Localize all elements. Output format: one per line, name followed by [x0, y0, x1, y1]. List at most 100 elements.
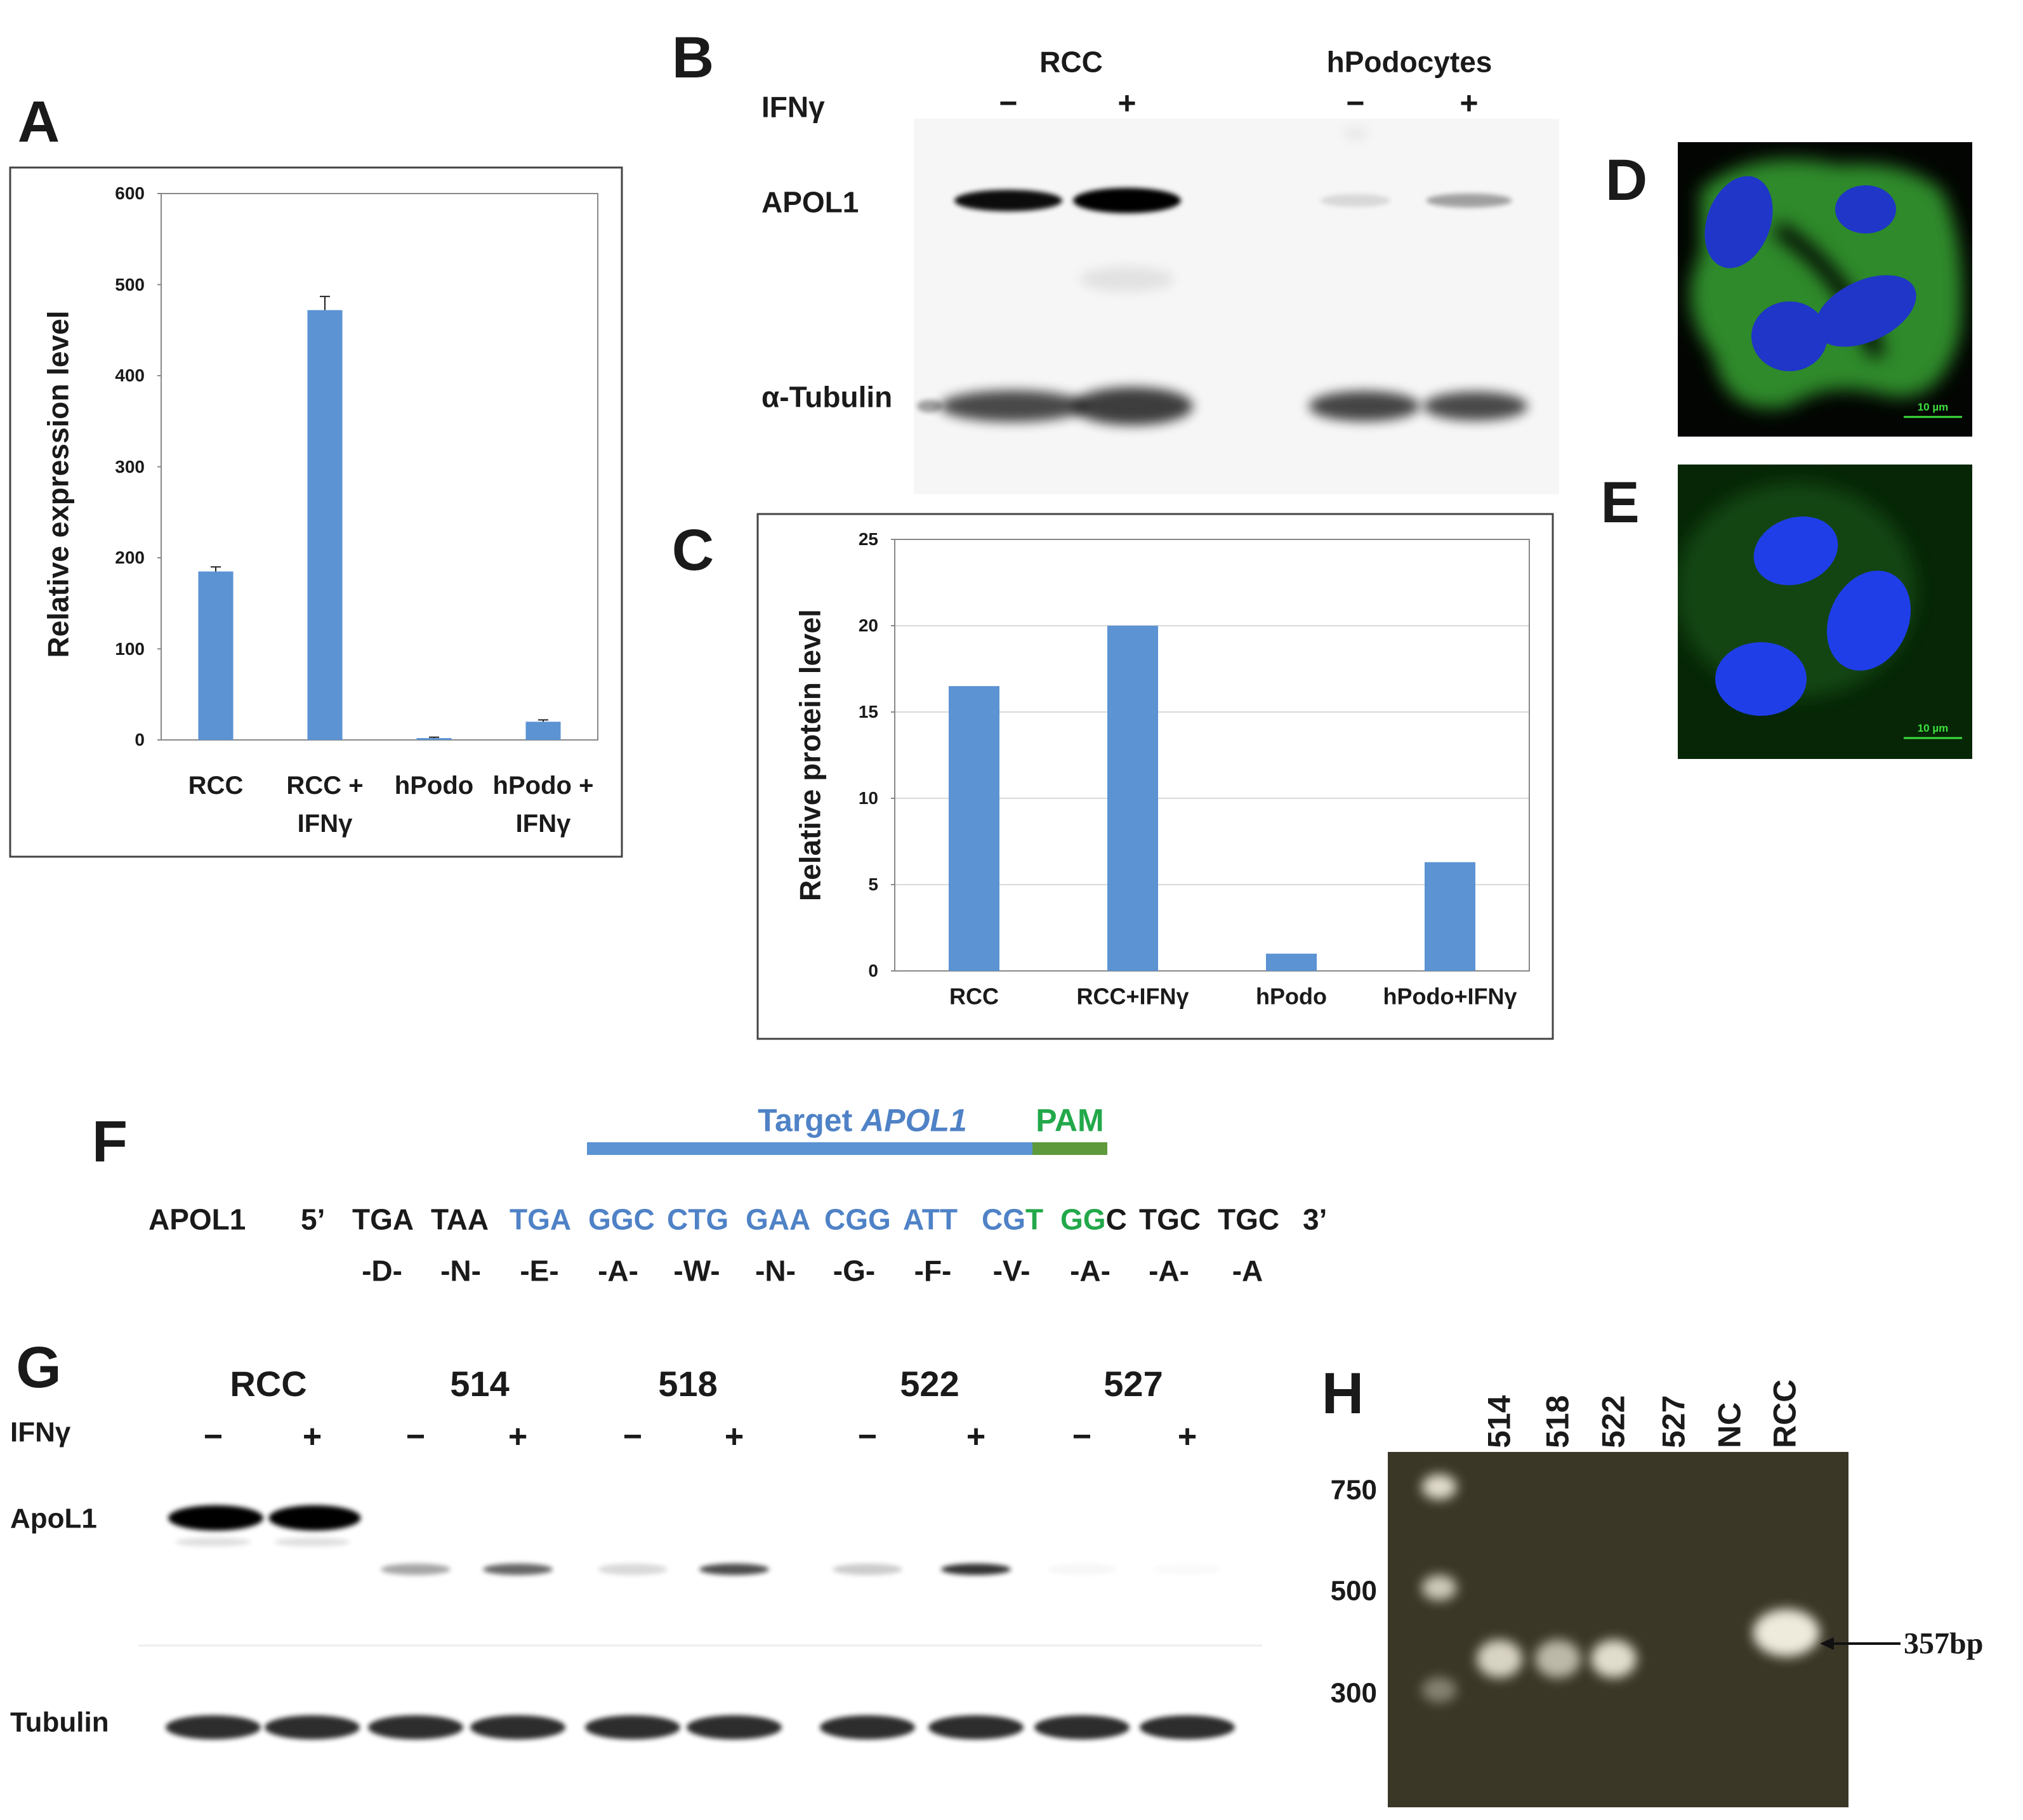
y-tick-label: 10: [858, 788, 878, 808]
error-bar: [211, 566, 221, 572]
band: [1321, 194, 1390, 207]
codon: GGC: [1060, 1203, 1127, 1237]
band: [1152, 1564, 1222, 1575]
band: [940, 390, 1086, 422]
y-tick-label: 600: [115, 183, 145, 203]
y-axis-title: Relative protein level: [793, 609, 827, 902]
codon-part: CTG: [667, 1203, 729, 1236]
amino-acid: -D-: [362, 1254, 402, 1288]
lane-label: 518: [658, 1363, 718, 1404]
codon: TAA: [431, 1203, 489, 1237]
amino-acid: -N-: [755, 1254, 796, 1288]
band: [1072, 387, 1193, 425]
lane-sign: −: [1346, 85, 1365, 121]
amino-acid: -G-: [833, 1254, 876, 1288]
lane-sign: +: [1460, 85, 1479, 121]
y-tick-label: 25: [858, 529, 878, 549]
codon: GAA: [746, 1203, 810, 1237]
amino-acid: -F-: [914, 1254, 952, 1288]
codon: GGC: [588, 1203, 655, 1237]
y-tick-label: 0: [135, 729, 145, 749]
band: [1073, 188, 1181, 213]
group-label: hPodocytes: [1326, 45, 1493, 79]
treatment-label: IFNγ: [761, 90, 825, 124]
codon-part: T: [1025, 1203, 1044, 1236]
band: [470, 1715, 565, 1739]
band: [166, 1715, 261, 1739]
error-bar: [538, 719, 548, 722]
band: [1421, 1575, 1457, 1600]
x-tick-label: RCC + IFNγ: [286, 772, 364, 838]
x-tick-label: hPodo + IFNγ: [492, 772, 594, 838]
codon-part: ATT: [903, 1203, 958, 1236]
x-tick-label: hPodo: [1256, 983, 1327, 1010]
panel-label: H: [1321, 1361, 1364, 1427]
panel-label: G: [16, 1335, 62, 1401]
band: [381, 1564, 451, 1575]
band: [687, 1715, 782, 1739]
lane-sign: +: [302, 1418, 322, 1456]
codon-part: CG: [982, 1203, 1025, 1236]
codon: CGT: [982, 1203, 1043, 1237]
y-tick-label: 5: [868, 874, 878, 894]
panel-label: C: [671, 518, 715, 583]
treatment-label: IFNγ: [10, 1416, 71, 1448]
lane-sign: −: [405, 1418, 426, 1456]
panel-label: A: [17, 89, 60, 155]
panel-label: B: [671, 25, 715, 91]
codon: TGC: [1139, 1203, 1201, 1237]
band: [1421, 1677, 1457, 1703]
band: [941, 1564, 1011, 1575]
x-tick-label: RCC: [949, 983, 999, 1010]
bar: [1425, 862, 1475, 971]
target-label: Target APOL1: [758, 1102, 967, 1139]
lane-sign: −: [999, 85, 1018, 121]
band: [1047, 1564, 1117, 1575]
codon-part: GGC: [588, 1203, 655, 1236]
y-tick-label: 300: [115, 456, 145, 477]
lane-sign: −: [623, 1418, 643, 1456]
x-tick-label: RCC: [188, 772, 244, 800]
band: [1421, 1474, 1457, 1500]
y-tick-label: 15: [858, 701, 878, 722]
lane-sign: +: [966, 1418, 986, 1456]
codon-part: CGG: [824, 1203, 891, 1236]
codon-part: GG: [1060, 1203, 1106, 1236]
band: [1034, 1715, 1130, 1739]
x-tick-label: RCC+IFNγ: [1076, 983, 1189, 1010]
strand-end: 5’: [301, 1203, 326, 1236]
codon: TGA: [510, 1203, 571, 1237]
amino-acid: -N-: [440, 1254, 481, 1288]
error-bar: [429, 736, 439, 739]
pam-label: PAM: [1036, 1102, 1104, 1138]
band: [833, 1564, 902, 1575]
bar: [1107, 626, 1158, 971]
amino-acid: -E-: [520, 1254, 559, 1288]
lane-sign: −: [203, 1418, 223, 1456]
lane-label: NC: [1711, 1402, 1748, 1448]
lane-sign: +: [1117, 85, 1137, 121]
image-d: [1678, 142, 1972, 437]
bar: [198, 571, 234, 740]
band: [917, 400, 942, 412]
arrow: [1820, 1637, 1901, 1650]
band: [1079, 267, 1175, 292]
lane-sign: +: [724, 1418, 744, 1456]
lane-sign: −: [1072, 1418, 1092, 1456]
codon: CGG: [824, 1203, 891, 1237]
band: [1343, 127, 1368, 140]
lane-label: RCC: [230, 1363, 307, 1404]
codon-part: TGA: [510, 1203, 572, 1236]
band: [598, 1564, 668, 1575]
codon-part: TAA: [431, 1203, 489, 1236]
y-tick-label: 0: [868, 960, 878, 980]
band: [1477, 1640, 1522, 1678]
band: [175, 1538, 251, 1546]
panel-label: F: [91, 1109, 128, 1175]
scale-bar-label: 10 µm: [1917, 722, 1949, 735]
lane-label: 527: [1656, 1395, 1692, 1448]
y-tick-label: 400: [115, 365, 145, 385]
band: [820, 1715, 915, 1739]
image-e: [1678, 465, 1972, 759]
